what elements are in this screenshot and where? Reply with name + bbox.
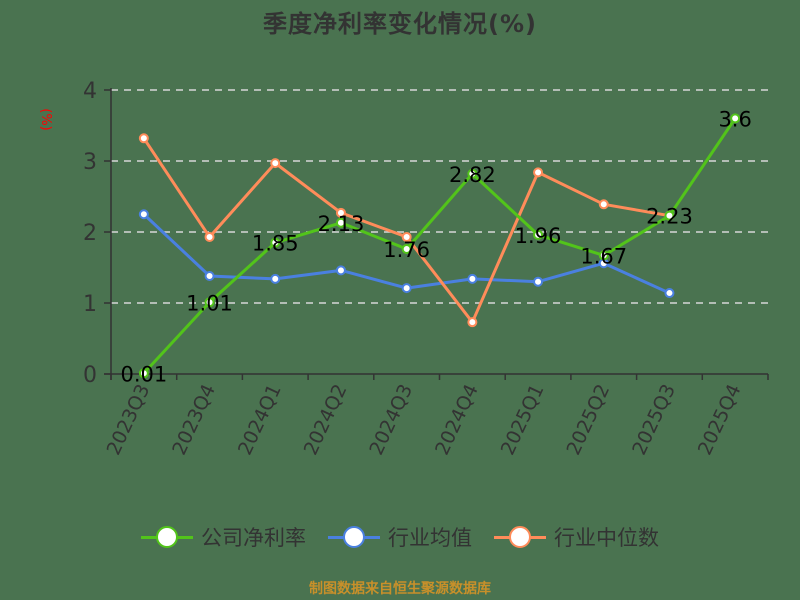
svg-text:2024Q3: 2024Q3 <box>365 381 417 459</box>
svg-text:0: 0 <box>83 363 97 388</box>
svg-text:2024Q4: 2024Q4 <box>431 381 483 459</box>
svg-text:2025Q3: 2025Q3 <box>628 381 680 459</box>
legend-label: 行业均值 <box>388 526 472 550</box>
svg-text:1.85: 1.85 <box>252 232 299 256</box>
svg-text:1.01: 1.01 <box>186 291 233 315</box>
svg-text:1.76: 1.76 <box>383 238 430 262</box>
legend-marker-icon <box>494 525 546 549</box>
svg-text:1.67: 1.67 <box>580 244 627 268</box>
svg-text:2: 2 <box>83 221 97 246</box>
legend-label: 公司净利率 <box>201 526 306 550</box>
chart-title: 季度净利率变化情况(%) <box>263 10 537 38</box>
svg-text:2024Q1: 2024Q1 <box>234 381 286 459</box>
legend-marker-icon <box>141 525 193 549</box>
svg-text:4: 4 <box>83 79 97 104</box>
svg-text:3: 3 <box>83 150 97 175</box>
svg-text:3.6: 3.6 <box>718 107 751 131</box>
svg-text:1.96: 1.96 <box>515 224 562 248</box>
svg-text:2024Q2: 2024Q2 <box>300 381 352 459</box>
legend-label: 行业中位数 <box>554 526 659 550</box>
source-note: 制图数据来自恒生聚源数据库 <box>309 581 491 597</box>
svg-text:2.13: 2.13 <box>318 212 365 236</box>
legend-item-industry-median[interactable]: 行业中位数 <box>494 522 659 552</box>
svg-text:2023Q4: 2023Q4 <box>168 381 220 459</box>
legend-marker-icon <box>328 525 380 549</box>
svg-text:2.23: 2.23 <box>646 205 693 229</box>
svg-text:2023Q3: 2023Q3 <box>103 381 155 459</box>
svg-text:1: 1 <box>83 292 97 317</box>
svg-text:2025Q4: 2025Q4 <box>694 381 746 459</box>
svg-text:2025Q2: 2025Q2 <box>562 381 614 459</box>
legend: 公司净利率 行业均值 行业中位数 <box>0 522 800 552</box>
legend-item-industry-avg[interactable]: 行业均值 <box>328 522 472 552</box>
svg-text:2.82: 2.82 <box>449 163 496 187</box>
svg-text:0.01: 0.01 <box>120 362 167 386</box>
svg-text:2025Q1: 2025Q1 <box>497 381 549 459</box>
legend-item-company[interactable]: 公司净利率 <box>141 522 306 552</box>
